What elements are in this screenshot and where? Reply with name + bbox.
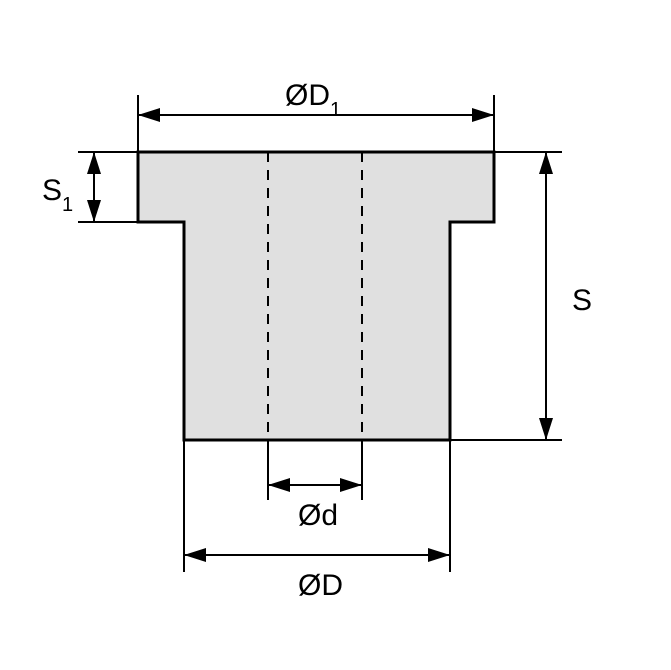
bushing-cross-section	[138, 152, 494, 440]
dimension-label: S1	[42, 174, 73, 216]
bushing-section-diagram: ØD1 Ød ØD S1 S	[0, 0, 671, 670]
dimension-label: S	[572, 284, 592, 317]
dimension-label: ØD	[298, 569, 343, 602]
dimension-d: Ød	[268, 440, 362, 532]
dimension-S1: S1	[42, 152, 138, 222]
dimension-D1: ØD1	[138, 79, 494, 152]
dimension-label: Ød	[298, 499, 338, 532]
